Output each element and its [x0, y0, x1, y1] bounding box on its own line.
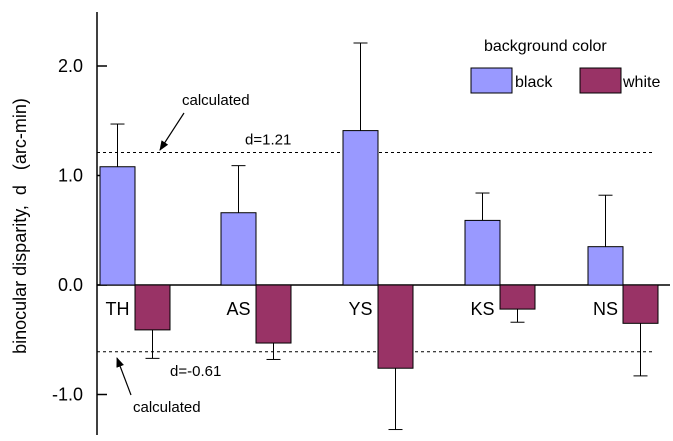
legend-label-white: white — [622, 74, 660, 91]
bars — [99, 42, 659, 431]
y-tick-label: 2.0 — [58, 56, 83, 76]
bar-black — [342, 130, 379, 286]
bar-white — [255, 284, 292, 344]
bar-white — [499, 284, 536, 310]
bar-white — [134, 284, 171, 331]
legend: background color black white — [470, 38, 660, 94]
bar-white — [377, 284, 414, 369]
category-label: KS — [470, 299, 494, 319]
calculated-annotation: calculated — [133, 399, 201, 416]
category-label: YS — [348, 299, 372, 319]
category-label: NS — [593, 299, 618, 319]
category-labels: TH AS YS KS NS — [106, 299, 619, 319]
calculated-annotation: calculated — [182, 92, 250, 109]
reference-line-label: d=1.21 — [245, 132, 291, 149]
bar-black — [220, 212, 257, 286]
y-tick-label: -1.0 — [52, 385, 83, 405]
bar-black — [587, 246, 624, 286]
bar-white — [622, 284, 659, 324]
bar-black — [464, 219, 501, 286]
reference-lines: d=1.21 calculated d=-0.61 calculated — [97, 92, 655, 416]
bar-black — [99, 166, 136, 286]
y-axis-title: binocular disparity, d (arc-min) — [10, 98, 30, 354]
y-tick-label: 0.0 — [58, 275, 83, 295]
category-label: AS — [226, 299, 250, 319]
legend-label-black: black — [515, 74, 553, 91]
legend-swatch-black — [470, 67, 513, 94]
legend-title: background color — [484, 38, 607, 55]
y-tick-label: 1.0 — [58, 166, 83, 186]
reference-line-label: d=-0.61 — [170, 363, 221, 380]
legend-swatch-white — [579, 67, 622, 94]
category-label: TH — [106, 299, 130, 319]
annotation-arrow — [159, 112, 185, 151]
annotation-arrow — [116, 357, 132, 396]
